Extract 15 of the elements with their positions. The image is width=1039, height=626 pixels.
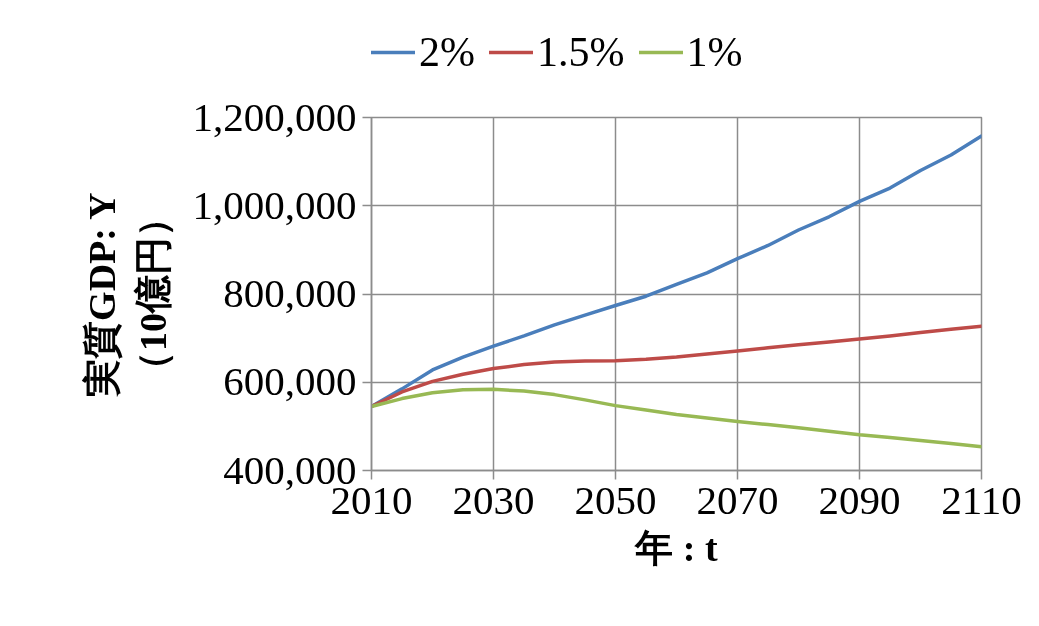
y-tick-label: 600,000	[223, 358, 357, 405]
y-axis-title: 実質GDP: Y （10億円）	[81, 192, 174, 398]
y-tick-label: 800,000	[223, 270, 357, 316]
legend-label: 1%	[686, 28, 743, 76]
y-tick-label: 1,200,000	[192, 93, 357, 140]
y-tick-label: 1,000,000	[192, 181, 357, 228]
legend-label: 1.5%	[537, 28, 625, 76]
x-tick-label: 2030	[452, 476, 535, 523]
x-tick-label: 2070	[696, 476, 779, 523]
x-tick-label: 2110	[941, 476, 1022, 523]
x-axis-title: 年 : t	[634, 526, 718, 569]
x-tick-label: 2050	[574, 476, 657, 523]
legend-label: 2%	[419, 28, 475, 76]
x-tick-label: 2090	[818, 476, 901, 523]
line-series	[371, 387, 982, 449]
